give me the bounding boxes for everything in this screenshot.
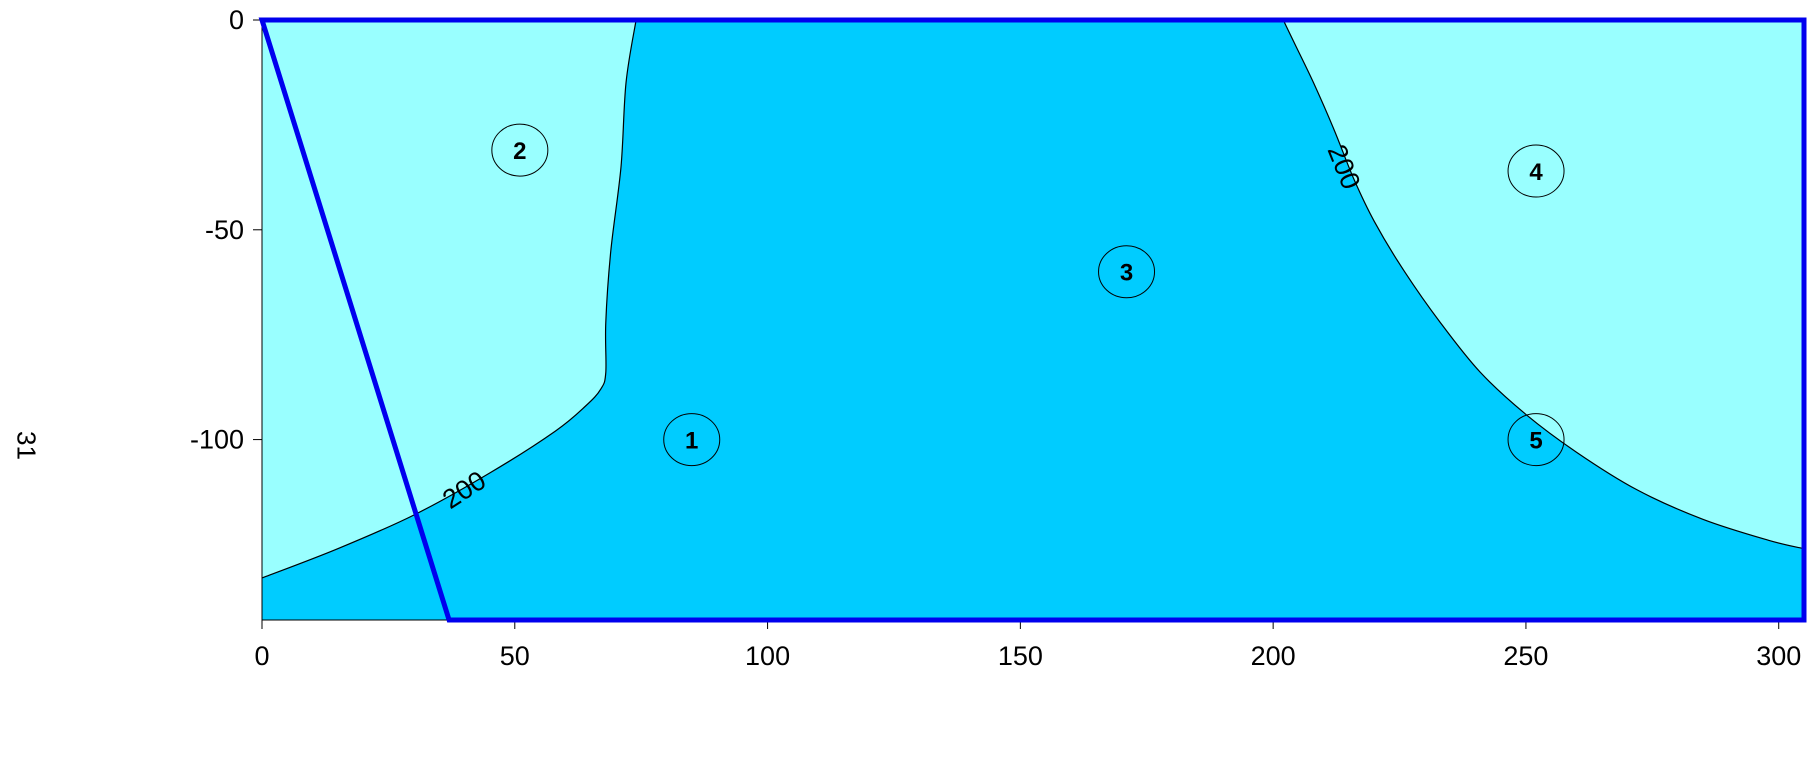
y-tick-label: -100 [190, 425, 244, 455]
x-axis-ticks: 0 50 100 150 200 250 300 [254, 620, 1801, 671]
x-tick-label: 300 [1756, 641, 1801, 671]
fill-layer [262, 20, 1804, 620]
marker-circle [491, 123, 549, 177]
x-tick-label: 250 [1503, 641, 1548, 671]
marker-circle [1098, 245, 1156, 299]
marker-label: 2 [513, 138, 526, 165]
marker-label: 3 [1120, 260, 1133, 287]
marker-label: 5 [1529, 428, 1542, 455]
marker-label: 1 [685, 428, 698, 455]
left-low-region [262, 20, 637, 578]
marker-1: 1 [663, 413, 721, 467]
marker-circle [1507, 413, 1565, 467]
y-axis-ticks: 0 -50 -100 [190, 5, 262, 455]
contour-line-right [1282, 19, 1805, 550]
marker-4: 4 [1507, 144, 1565, 198]
y-tick-label: 0 [229, 5, 244, 35]
y-tick-label: -50 [205, 215, 244, 245]
marker-3: 3 [1098, 245, 1156, 299]
x-tick-label: 100 [745, 641, 790, 671]
axes: 0 50 100 150 200 250 300 0 -50 -100 [190, 5, 1804, 671]
region-markers: 2 4 3 1 5 [491, 123, 1565, 467]
marker-label: 4 [1529, 159, 1543, 186]
x-tick-label: 150 [998, 641, 1043, 671]
marker-5: 5 [1507, 413, 1565, 467]
x-tick-label: 50 [500, 641, 530, 671]
x-tick-label: 200 [1251, 641, 1296, 671]
marker-circle [1507, 144, 1565, 198]
contour-line-left [261, 19, 637, 579]
marker-2: 2 [491, 123, 549, 177]
model-boundary [258, 17, 1807, 623]
right-low-region [1283, 20, 1804, 549]
marker-circle [663, 413, 721, 467]
contour-layer [261, 19, 1805, 579]
x-tick-label: 0 [254, 641, 269, 671]
